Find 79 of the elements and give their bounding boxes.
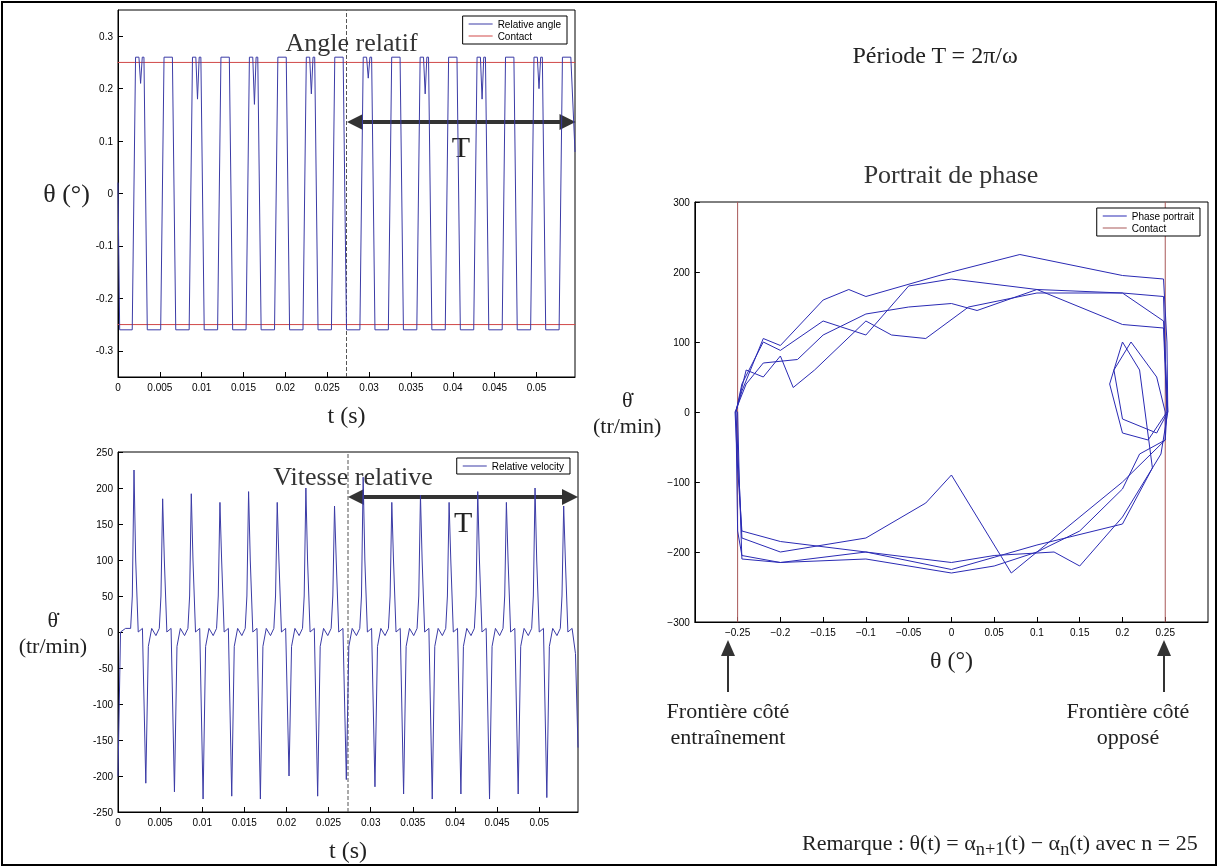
x-tick-label: 0.05 — [526, 381, 547, 393]
y-axis-title: θ̇ (tr/min) — [593, 386, 662, 438]
x-tick-label: 0.15 — [1069, 626, 1090, 638]
x-axis-title: t (s) — [329, 837, 367, 863]
legend-label: Contact — [1131, 222, 1167, 234]
x-axis-title: θ (°) — [929, 647, 973, 673]
line-series — [734, 254, 1169, 574]
x-tick-label: 0 — [115, 816, 122, 828]
y-tick-label: 0.1 — [99, 135, 114, 147]
y-tick-label: -0.2 — [95, 292, 114, 304]
y-tick-label: 100 — [673, 336, 691, 348]
y-tick-label: -250 — [92, 806, 114, 818]
x-tick-label: 0 — [115, 381, 122, 393]
x-tick-label: 0.25 — [1155, 626, 1176, 638]
x-tick-label: 0.025 — [314, 381, 341, 393]
x-tick-label: 0.025 — [316, 816, 342, 828]
y-tick-label: 200 — [673, 266, 691, 278]
annotation: T — [451, 130, 471, 164]
x-tick-label: 0.04 — [445, 816, 466, 828]
y-tick-label: -0.3 — [95, 345, 114, 357]
x-tick-label: 0.035 — [398, 381, 424, 393]
legend-label: Relative velocity — [491, 460, 565, 472]
x-tick-label: 0.05 — [529, 816, 550, 828]
text: Frontière côté opposé — [1065, 698, 1191, 750]
annotation: T — [454, 505, 473, 539]
y-tick-label: 100 — [96, 554, 114, 566]
x-tick-label: −0.05 — [896, 626, 922, 638]
x-tick-label: 0.01 — [191, 381, 212, 393]
x-tick-label: 0.2 — [1115, 626, 1130, 638]
x-tick-label: 0.03 — [359, 381, 380, 393]
y-tick-label: −100 — [667, 476, 691, 488]
line-series — [117, 56, 576, 331]
x-tick-label: 0 — [948, 626, 955, 638]
x-tick-label: 0.02 — [275, 381, 296, 393]
x-tick-label: 0.02 — [276, 816, 297, 828]
chart-title: Vitesse relative — [273, 461, 433, 491]
text: Période T = 2π/ω — [852, 42, 1018, 69]
y-tick-label: -200 — [92, 770, 114, 782]
y-tick-label: 200 — [96, 482, 114, 494]
x-tick-label: 0.04 — [443, 381, 463, 393]
x-tick-label: 0.005 — [147, 381, 173, 393]
x-tick-label: 0.045 — [484, 816, 511, 828]
y-tick-label: 0.3 — [99, 30, 114, 42]
legend-label: Contact — [497, 30, 533, 42]
y-tick-label: −200 — [667, 546, 691, 558]
x-tick-label: 0.01 — [192, 816, 213, 828]
y-tick-label: 250 — [96, 446, 114, 458]
y-tick-label: -0.1 — [95, 240, 114, 252]
x-tick-label: 0.015 — [231, 381, 257, 393]
y-axis-title: θ (°) — [43, 179, 90, 208]
x-tick-label: 0.03 — [361, 816, 381, 828]
x-tick-label: −0.1 — [856, 626, 877, 638]
x-tick-label: 0.035 — [400, 816, 426, 828]
x-tick-label: −0.15 — [810, 626, 837, 638]
y-tick-label: 0.2 — [99, 83, 114, 95]
y-tick-label: 0 — [107, 188, 114, 199]
text: Angle relatif — [285, 27, 418, 57]
x-tick-label: 0.015 — [231, 816, 258, 828]
y-tick-label: -100 — [92, 698, 114, 710]
y-tick-label: −300 — [667, 616, 691, 628]
y-tick-label: -50 — [98, 662, 114, 674]
text: Remarque : θ(t) = α$_{n+1}$(t) − α$_{n}$(t) avec n = 25 — [802, 830, 1198, 861]
x-tick-label: 0.045 — [482, 381, 508, 393]
y-tick-label: 300 — [673, 196, 691, 208]
x-tick-label: 0.05 — [984, 626, 1005, 638]
x-tick-label: −0.25 — [724, 626, 751, 638]
legend-label: Relative angle — [497, 18, 562, 30]
y-axis-title: θ̇ (tr/min) — [18, 606, 88, 658]
x-tick-label: −0.2 — [770, 626, 791, 638]
y-tick-label: -150 — [92, 734, 114, 746]
y-tick-label: 50 — [101, 590, 114, 602]
chart-title: Portrait de phase — [863, 159, 1039, 189]
x-tick-label: 0.005 — [147, 816, 174, 828]
legend-label: Phase portrait — [1131, 210, 1195, 222]
y-tick-label: 150 — [96, 518, 114, 530]
x-axis-title: t (s) — [327, 402, 366, 428]
x-tick-label: 0.1 — [1030, 626, 1045, 638]
y-tick-label: 0 — [684, 406, 691, 418]
text: Frontière côté entraînement — [665, 698, 791, 750]
